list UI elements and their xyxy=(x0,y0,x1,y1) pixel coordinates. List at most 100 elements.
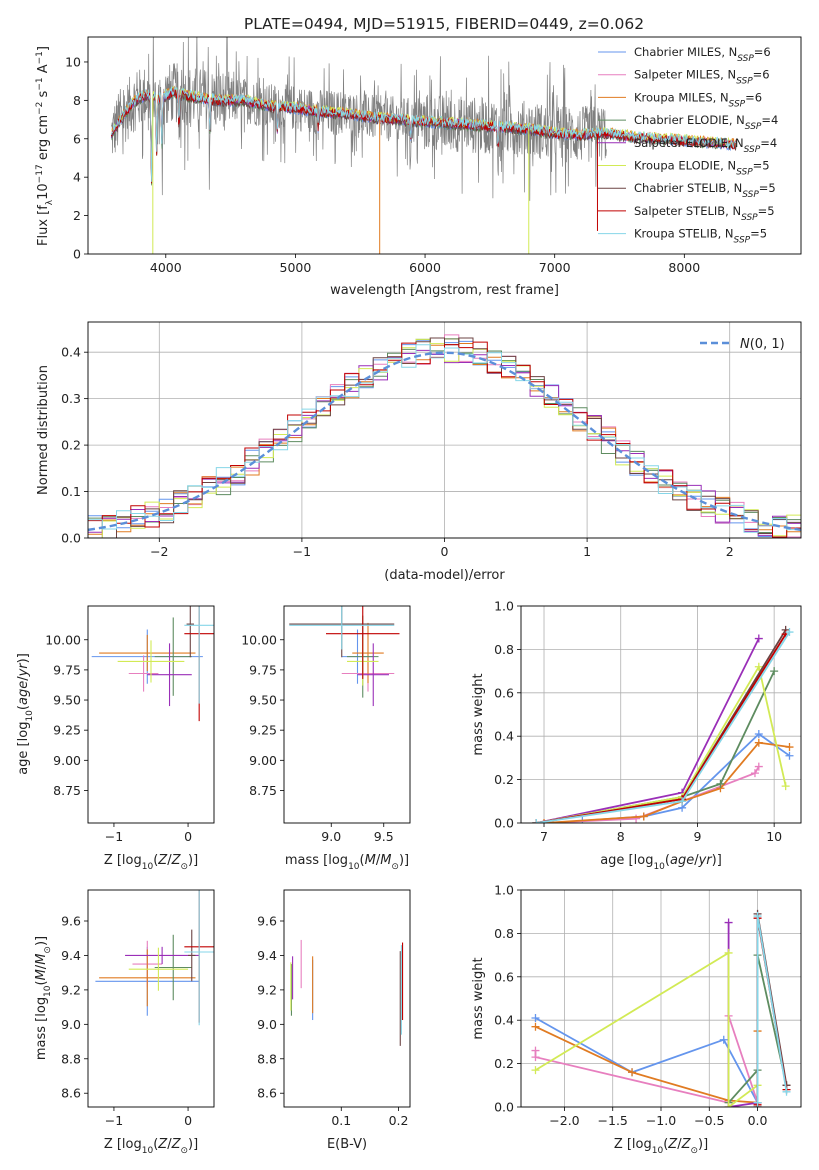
y-axis-label: Flux [fλ10−17 erg cm−2 s−1 A−1] xyxy=(35,46,55,246)
label-part: =6 xyxy=(745,90,762,104)
y-tick-label: 9.50 xyxy=(53,693,81,708)
x-tick-label: 0.2 xyxy=(389,1113,409,1128)
legend-label: Chabrier ELODIE, NSSP=4 xyxy=(634,113,778,132)
y-tick-label: 9.00 xyxy=(53,753,81,768)
x-tick-label: 6000 xyxy=(409,260,441,275)
x-axis-label: E(B-V) xyxy=(327,1137,367,1152)
plus-marker xyxy=(754,762,763,771)
x-tick-label: −1.5 xyxy=(598,1113,628,1128)
y-tick-label: 9.0 xyxy=(61,1017,81,1032)
legend-label: N(0, 1) xyxy=(740,337,785,352)
y-tick-label: 0.8 xyxy=(494,642,514,657)
y-tick-label: 10.00 xyxy=(241,632,277,647)
plus-marker xyxy=(678,797,687,806)
y-tick-label: 9.75 xyxy=(53,662,81,677)
legend-label: Kroupa ELODIE, NSSP=5 xyxy=(634,159,770,178)
label-part: 10 xyxy=(36,183,51,200)
plus-marker xyxy=(724,1103,733,1107)
plus-marker xyxy=(531,1066,540,1075)
label-part: M xyxy=(365,853,376,868)
y-tick-label: 0.4 xyxy=(494,729,514,744)
label-part: M xyxy=(380,853,391,868)
label-part: mass [log xyxy=(34,997,49,1060)
y-tick-label: 4 xyxy=(73,170,81,185)
label-part: =5 xyxy=(753,159,770,173)
label-part: −17 xyxy=(35,164,45,183)
x-tick-label: −1 xyxy=(105,829,123,844)
label-part: =5 xyxy=(759,181,776,195)
mass-weight-line xyxy=(727,922,758,1107)
plot-area xyxy=(532,625,794,823)
label-part: erg cm xyxy=(36,115,51,164)
y-tick-label: 0 xyxy=(73,247,81,262)
plus-marker xyxy=(531,1014,540,1023)
y-tick-label: 9.4 xyxy=(257,948,277,963)
axes-frame xyxy=(520,889,802,1108)
y-axis-label: mass weight xyxy=(471,957,486,1039)
y-tick-label: 9.00 xyxy=(249,753,277,768)
label-part: age [log xyxy=(16,722,31,775)
plus-marker xyxy=(531,1053,540,1062)
y-tick-label: 0.1 xyxy=(61,484,81,499)
mass-weight-line xyxy=(536,664,787,823)
label-part: / xyxy=(167,853,172,868)
normal-curve xyxy=(88,351,801,532)
x-tick-label: 9.5 xyxy=(374,829,394,844)
label-part: =6 xyxy=(754,45,771,59)
plus-marker xyxy=(754,662,763,671)
y-tick-label: 8.8 xyxy=(257,1051,277,1066)
label-part: s xyxy=(36,90,51,101)
y-tick-label: 9.6 xyxy=(61,914,81,929)
legend-label: Salpeter MILES, NSSP=6 xyxy=(634,68,770,87)
y-tick-label: 2 xyxy=(73,208,81,223)
mass-weight-line xyxy=(535,1017,759,1107)
legend-label: Chabrier STELIB, NSSP=5 xyxy=(634,181,776,200)
y-tick-label: 9.0 xyxy=(257,1017,277,1032)
y-tick-label: 9.2 xyxy=(61,982,81,997)
mass-weight-line xyxy=(756,915,788,1103)
label-part: SSP xyxy=(734,236,751,246)
mass-weight-line xyxy=(534,1015,759,1104)
label-part: )] xyxy=(188,1137,198,1152)
y-tick-label: 8.8 xyxy=(61,1051,81,1066)
data-spectrum-line xyxy=(110,37,607,201)
label-part: ( xyxy=(663,1137,668,1152)
label-part: / xyxy=(677,1137,682,1152)
y-axis-label: age [log10(age/yr)] xyxy=(16,653,35,775)
label-part: 10 xyxy=(348,862,360,872)
mass-weight-line xyxy=(535,951,759,1107)
x-axis-label: Z [log10(Z/Z⊙)] xyxy=(104,1137,198,1156)
plus-marker xyxy=(724,948,733,957)
axes-frame xyxy=(87,605,215,824)
axes-frame xyxy=(283,605,411,824)
plus-marker xyxy=(785,628,794,637)
x-tick-label: −0.5 xyxy=(694,1113,724,1128)
label-part: ⊙ xyxy=(180,862,188,872)
panel-mass-vs-ebv: 0.1 0.2 8.6 8.8 9.0 9.2 9.4 9.6 E(B-V) xyxy=(257,889,411,1152)
label-part: )] xyxy=(399,853,409,868)
mass-weight-line xyxy=(536,631,791,823)
plus-marker xyxy=(750,769,759,778)
axes-frame xyxy=(283,889,411,1108)
x-axis-label: Z [log10(Z/Z⊙)] xyxy=(104,853,198,872)
label-part: 10 xyxy=(653,862,665,872)
label-part: )] xyxy=(16,653,31,663)
y-tick-label: 0.0 xyxy=(494,816,514,831)
label-part: ( xyxy=(153,1137,158,1152)
label-part: Z xyxy=(681,1137,692,1152)
x-tick-label: 10 xyxy=(766,829,782,844)
y-tick-label: 0.3 xyxy=(61,391,81,406)
label-part: )] xyxy=(188,853,198,868)
label-part: / xyxy=(167,1137,172,1152)
x-tick-label: −1 xyxy=(293,544,311,559)
x-tick-label: −1 xyxy=(105,1113,123,1128)
label-part: −2 xyxy=(35,102,45,115)
x-tick-label: −2.0 xyxy=(549,1113,579,1128)
label-part: Chabrier ELODIE, N xyxy=(634,113,745,127)
label-part: Salpeter STELIB, N xyxy=(634,204,741,218)
y-tick-label: 9.6 xyxy=(257,914,277,929)
label-part: Kroupa ELODIE, N xyxy=(634,159,736,173)
y-tick-label: 0.0 xyxy=(61,531,81,546)
